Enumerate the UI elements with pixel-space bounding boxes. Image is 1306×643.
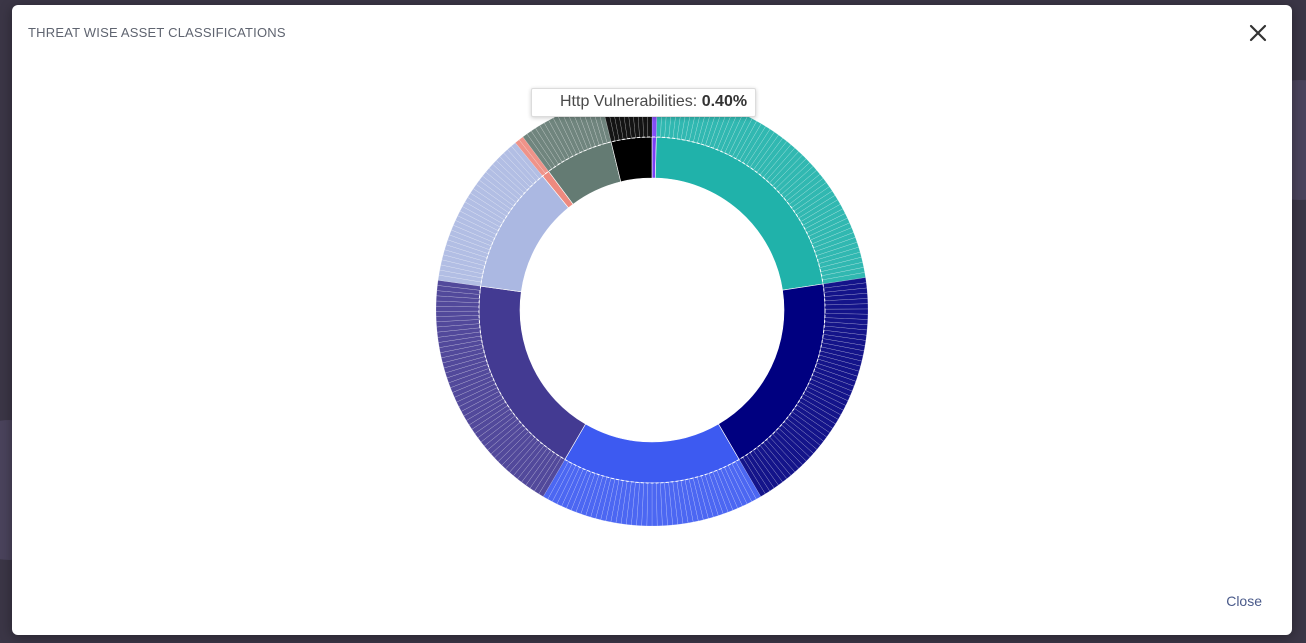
close-icon[interactable]	[1246, 21, 1270, 45]
classification-modal: THREAT WISE ASSET CLASSIFICATIONS Http V…	[12, 5, 1292, 635]
donut-slice-outer-segment[interactable]	[823, 287, 868, 297]
donut-slice-outer-segment[interactable]	[600, 477, 616, 522]
donut-chart	[435, 93, 869, 527]
donut-slice-outer-segment[interactable]	[824, 303, 869, 310]
donut-slice-outer-segment[interactable]	[804, 386, 847, 411]
donut-slice-outer-segment[interactable]	[497, 431, 533, 466]
donut-slice-outer-segment[interactable]	[482, 171, 520, 204]
donut-slice-outer-segment[interactable]	[752, 447, 784, 486]
donut-slice-outer-segment[interactable]	[522, 133, 553, 172]
ring-divider	[478, 136, 826, 484]
chart-area	[12, 5, 1292, 635]
chart-tooltip: Http Vulnerabilities: 0.40%	[531, 88, 757, 117]
modal-title: THREAT WISE ASSET CLASSIFICATIONS	[28, 25, 286, 40]
donut-slice-outer-segment[interactable]	[543, 119, 570, 161]
donut-slice-outer-segment[interactable]	[786, 173, 824, 205]
donut-slice-outer-segment[interactable]	[521, 447, 552, 486]
donut-slice-outer-segment[interactable]	[451, 224, 494, 247]
donut-slice-outer-segment[interactable]	[800, 199, 841, 226]
donut-slice-outer-segment[interactable]	[631, 481, 640, 526]
donut-slice-outer-segment[interactable]	[436, 285, 481, 295]
donut-slice-outer-segment[interactable]	[814, 362, 858, 382]
tooltip-value: 0.40%	[701, 93, 748, 110]
close-button[interactable]: Close	[1226, 593, 1262, 609]
donut-slice-outer-segment[interactable]	[503, 149, 537, 185]
donut-slice-outer-segment[interactable]	[651, 482, 658, 527]
donut-slice-outer-segment[interactable]	[477, 412, 516, 443]
donut-slice-outer-segment[interactable]	[769, 151, 803, 187]
tooltip-label: Http Vulnerabilities:	[560, 93, 698, 110]
donut-slice-outer-segment[interactable]	[772, 430, 807, 466]
